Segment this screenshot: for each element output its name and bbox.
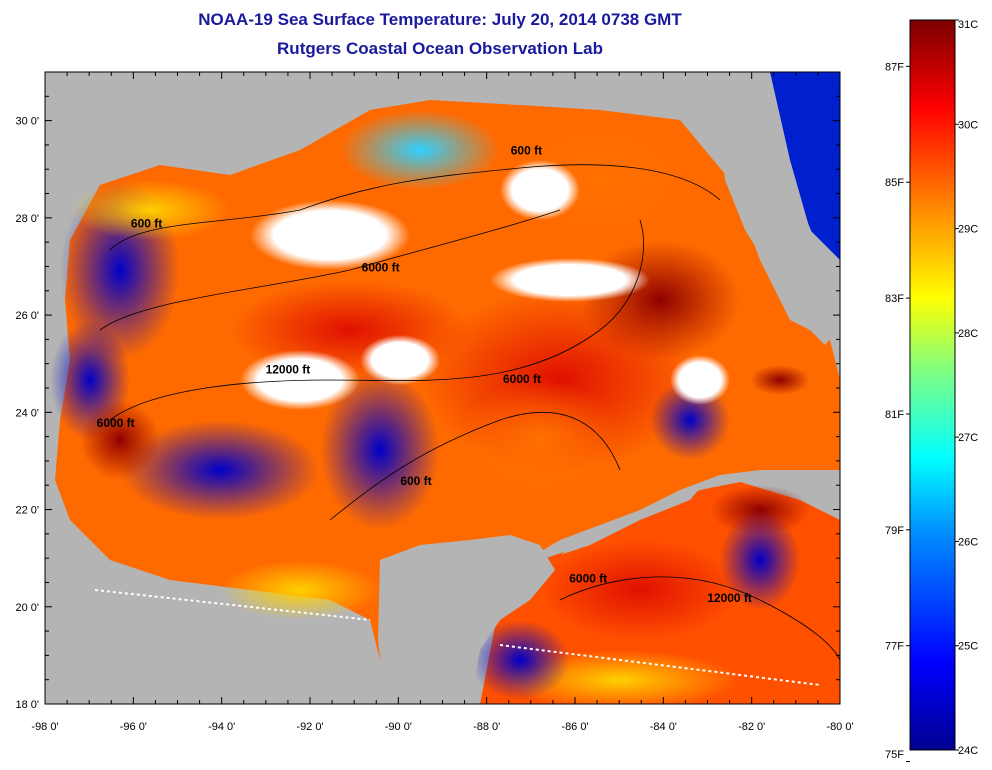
celsius-label: 26C xyxy=(958,536,978,548)
longitude-tick-label: -88 0' xyxy=(473,721,500,733)
contour-label: 6000 ft xyxy=(97,416,135,430)
map-subtitle: Rutgers Coastal Ocean Observation Lab xyxy=(277,39,603,58)
contour-label: 12000 ft xyxy=(266,362,311,376)
celsius-label: 25C xyxy=(958,641,978,653)
contour-label: 600 ft xyxy=(131,217,162,231)
fahrenheit-label: 79F xyxy=(885,525,904,537)
contour-label: 6000 ft xyxy=(503,372,541,386)
latitude-tick-label: 30 0' xyxy=(15,116,39,128)
longitude-tick-label: -86 0' xyxy=(561,721,588,733)
cuba-land xyxy=(560,488,700,555)
cloud-cover xyxy=(250,200,410,270)
fahrenheit-label: 83F xyxy=(885,293,904,305)
contour-label: 600 ft xyxy=(400,474,431,488)
contour-label: 6000 ft xyxy=(569,571,607,585)
contour-label: 12000 ft xyxy=(707,591,752,605)
latitude-tick-label: 18 0' xyxy=(15,699,39,711)
colorbar xyxy=(909,19,956,751)
longitude-tick-label: -82 0' xyxy=(738,721,765,733)
latitude-tick-label: 20 0' xyxy=(15,602,39,614)
sea-surface-temperature-field xyxy=(50,72,840,704)
contour-label: 600 ft xyxy=(511,144,542,158)
celsius-label: 31C xyxy=(958,19,978,31)
celsius-label: 29C xyxy=(958,224,978,236)
longitude-tick-label: -84 0' xyxy=(650,721,677,733)
longitude-tick-labels: -98 0' -96 0' -94 0' -92 0' -90 0' -88 0' -86 … xyxy=(31,721,853,733)
atlantic-water xyxy=(770,72,840,260)
fahrenheit-label: 75F xyxy=(885,749,904,761)
longitude-tick-label: -92 0' xyxy=(296,721,323,733)
latitude-tick-label: 28 0' xyxy=(15,213,39,225)
colorbar-labels: 31C 30C 29C 28C 27C 26C 25C 24C 87F 85F 83F 81F 79F 7… xyxy=(885,19,978,763)
frame-ticks xyxy=(44,71,840,705)
florida-land xyxy=(720,110,838,345)
latitude-tick-label: 26 0' xyxy=(15,310,39,322)
celsius-label: 30C xyxy=(958,119,978,131)
celsius-label: 28C xyxy=(958,328,978,340)
longitude-tick-label: -96 0' xyxy=(120,721,147,733)
longitude-tick-label: -80 0' xyxy=(826,721,853,733)
fahrenheit-label: 77F xyxy=(885,641,904,653)
latitude-tick-label: 22 0' xyxy=(15,505,39,517)
longitude-tick-label: -90 0' xyxy=(385,721,412,733)
celsius-label: 24C xyxy=(958,745,978,757)
fahrenheit-label: 85F xyxy=(885,177,904,189)
map-title: NOAA-19 Sea Surface Temperature: July 20… xyxy=(198,10,682,29)
contour-label: 6000 ft xyxy=(362,260,400,274)
longitude-tick-label: -94 0' xyxy=(208,721,235,733)
fahrenheit-label: 87F xyxy=(885,61,904,73)
longitude-tick-label: -98 0' xyxy=(31,721,58,733)
fahrenheit-label: 81F xyxy=(885,409,904,421)
contour-labels: 600 ft 600 ft 6000 ft 12000 ft 6000 ft 6000 f… xyxy=(97,144,752,605)
latitude-tick-labels: 18 0' 20 0' 22 0' 24 0' 26 0' 28 0' 30 0' xyxy=(15,116,39,711)
yucatan-land xyxy=(378,535,555,704)
celsius-label: 27C xyxy=(958,432,978,444)
latitude-tick-label: 24 0' xyxy=(15,407,39,419)
